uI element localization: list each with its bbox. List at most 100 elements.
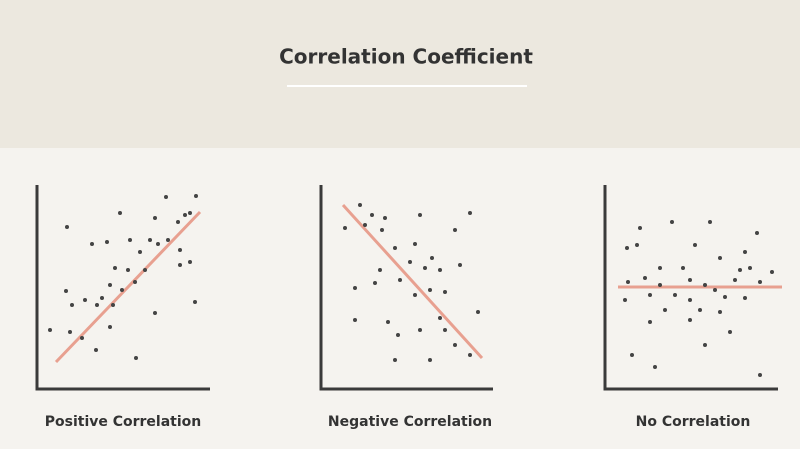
- dot: [423, 266, 427, 270]
- dot: [373, 281, 377, 285]
- dot: [718, 256, 722, 260]
- dot: [128, 238, 132, 242]
- dot: [413, 293, 417, 297]
- dot: [693, 243, 697, 247]
- dot: [70, 303, 74, 307]
- dot: [738, 268, 742, 272]
- dot: [183, 213, 187, 217]
- dot: [658, 266, 662, 270]
- header-band: [0, 0, 800, 148]
- panel-label: Negative Correlation: [328, 414, 492, 430]
- dot: [443, 328, 447, 332]
- dot: [108, 325, 112, 329]
- dot: [698, 308, 702, 312]
- dot: [428, 288, 432, 292]
- dot: [438, 316, 442, 320]
- dot: [48, 328, 52, 332]
- dot: [770, 270, 774, 274]
- dot: [133, 280, 137, 284]
- dot: [428, 358, 432, 362]
- dot: [393, 358, 397, 362]
- dot: [748, 266, 752, 270]
- dot: [105, 240, 109, 244]
- dot: [638, 226, 642, 230]
- dot: [408, 260, 412, 264]
- dot: [681, 266, 685, 270]
- dot: [378, 268, 382, 272]
- dot: [358, 203, 362, 207]
- dot: [623, 298, 627, 302]
- dot: [453, 343, 457, 347]
- dot: [648, 320, 652, 324]
- dot: [626, 280, 630, 284]
- dot: [134, 356, 138, 360]
- dot: [68, 330, 72, 334]
- dot: [178, 263, 182, 267]
- dot: [670, 220, 674, 224]
- dot: [688, 318, 692, 322]
- dot: [343, 226, 347, 230]
- dot: [648, 293, 652, 297]
- dot: [193, 300, 197, 304]
- dot: [663, 308, 667, 312]
- dot: [658, 283, 662, 287]
- dot: [758, 280, 762, 284]
- dot: [100, 296, 104, 300]
- axes: [35, 185, 210, 391]
- dot: [113, 266, 117, 270]
- dot: [64, 289, 68, 293]
- dot: [83, 298, 87, 302]
- dot: [398, 278, 402, 282]
- dot: [386, 320, 390, 324]
- dot: [353, 286, 357, 290]
- dot: [353, 318, 357, 322]
- dot: [625, 246, 629, 250]
- dot: [713, 288, 717, 292]
- dot: [418, 213, 422, 217]
- dot: [126, 268, 130, 272]
- dot: [673, 293, 677, 297]
- dot: [653, 365, 657, 369]
- dot: [743, 250, 747, 254]
- dot: [743, 296, 747, 300]
- dot: [188, 211, 192, 215]
- dot: [363, 223, 367, 227]
- plots: [35, 185, 782, 391]
- dot: [438, 268, 442, 272]
- trend-line: [54, 210, 202, 364]
- dot: [94, 348, 98, 352]
- dot: [468, 211, 472, 215]
- dot: [65, 225, 69, 229]
- dot: [80, 336, 84, 340]
- dot: [703, 343, 707, 347]
- dot: [178, 248, 182, 252]
- dot: [688, 278, 692, 282]
- dot: [393, 246, 397, 250]
- dot: [118, 211, 122, 215]
- axes: [603, 185, 778, 391]
- dot: [458, 263, 462, 267]
- dot: [153, 216, 157, 220]
- dot: [138, 250, 142, 254]
- dot: [370, 213, 374, 217]
- dot: [120, 288, 124, 292]
- dot: [418, 328, 422, 332]
- dot: [194, 194, 198, 198]
- dot: [156, 242, 160, 246]
- dot: [164, 195, 168, 199]
- dot: [758, 373, 762, 377]
- dot: [703, 283, 707, 287]
- dot: [111, 303, 115, 307]
- dot: [153, 311, 157, 315]
- axes: [319, 185, 493, 391]
- dot: [95, 303, 99, 307]
- dot: [90, 242, 94, 246]
- dot: [396, 333, 400, 337]
- dot: [166, 238, 170, 242]
- dot: [755, 231, 759, 235]
- dot: [476, 310, 480, 314]
- dot: [630, 353, 634, 357]
- dot: [468, 353, 472, 357]
